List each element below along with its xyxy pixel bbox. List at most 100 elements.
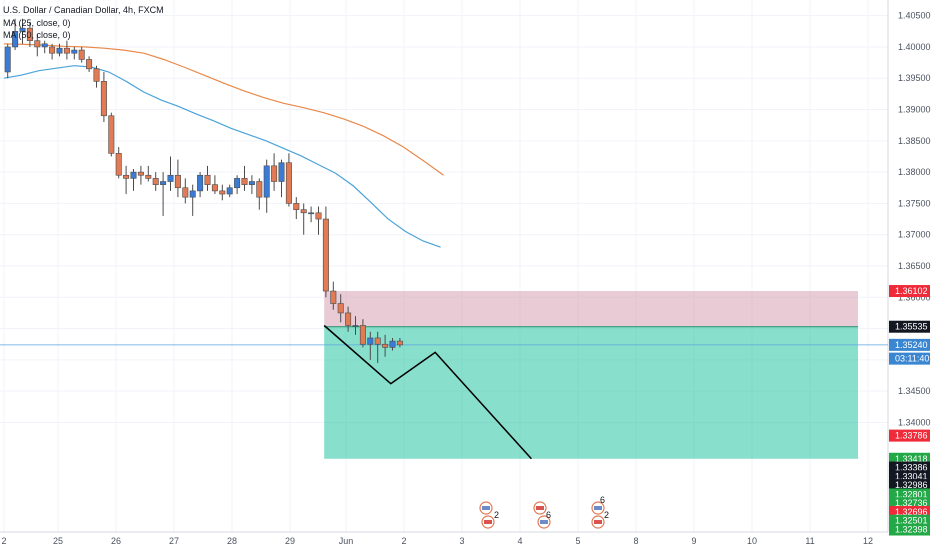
price-tick-label: 1.40000 [898, 42, 931, 52]
candle-body [315, 212, 322, 220]
candle-body [330, 290, 337, 304]
candle-body [204, 174, 211, 185]
candle-body [108, 115, 115, 154]
candle-body [100, 81, 107, 117]
candle [271, 153, 278, 191]
price-tag: 1.35535 [889, 320, 930, 333]
candle-body [352, 325, 359, 327]
event-flag-body [482, 506, 490, 510]
candle [226, 184, 233, 198]
candle [71, 46, 78, 60]
price-tick-label: 1.40500 [898, 11, 931, 21]
event-flag-body [594, 506, 602, 510]
candle-body [34, 40, 41, 48]
candle [396, 337, 403, 348]
calendar-event-icon [591, 501, 605, 515]
candle-body [241, 178, 248, 185]
candle [86, 56, 93, 72]
candle-body [145, 174, 152, 179]
candle [4, 43, 11, 79]
candle-body [174, 174, 181, 189]
calendar-event-icon [479, 501, 493, 515]
candle [204, 165, 211, 191]
event-count-label: 6 [546, 510, 551, 520]
candle [12, 18, 19, 51]
candle-body [49, 46, 56, 54]
price-tag-bg [889, 479, 930, 492]
calendar-event-icon [591, 515, 605, 529]
ma50-legend: MA (50, close, 0) [3, 30, 71, 40]
event-count-label: 2 [604, 510, 609, 520]
ma25-line [3, 43, 444, 176]
price-tick-label: 1.37500 [898, 198, 931, 208]
candle-body [234, 178, 241, 189]
candle [56, 43, 63, 57]
candle-body [278, 162, 285, 182]
take-profit-zone [324, 326, 858, 459]
ma25-legend: MA (25, close, 0) [3, 18, 71, 28]
price-tick-label: 1.36000 [898, 292, 931, 302]
candle-body [256, 181, 263, 198]
price-tick-label: 1.39500 [898, 73, 931, 83]
candle-body [300, 209, 307, 214]
price-tick-label: 1.34500 [898, 386, 931, 396]
time-tick-label: 5 [575, 536, 580, 546]
price-tag-bg [889, 352, 930, 365]
candle-body [189, 190, 196, 198]
time-tick-label: 2 [1, 536, 6, 546]
price-tag-label: 1.32501 [895, 516, 928, 526]
candle [115, 147, 122, 179]
price-tag-label: 1.32398 [895, 524, 928, 534]
time-tick-label: 12 [863, 536, 873, 546]
price-tag-bg [889, 285, 930, 298]
price-tag-label: 1.35240 [895, 340, 928, 350]
candle [211, 175, 218, 195]
candle-body [263, 165, 270, 198]
candle-body [167, 174, 174, 182]
price-tag-label: 1.33386 [895, 463, 928, 473]
time-tick-label: 29 [285, 536, 295, 546]
candle [182, 178, 189, 204]
candle [174, 159, 181, 198]
candle [19, 18, 26, 44]
candle [241, 165, 248, 191]
price-tick-label: 1.38000 [898, 167, 931, 177]
candle [337, 294, 344, 323]
time-tick-label: 8 [633, 536, 638, 546]
candle-body [293, 203, 300, 210]
candle-body [78, 49, 85, 60]
time-tick-label: 4 [517, 536, 522, 546]
candle [160, 172, 167, 216]
candle [34, 34, 41, 57]
calendar-event-icon [481, 515, 495, 529]
candle-body [374, 337, 381, 345]
price-tag-bg [889, 523, 930, 536]
candle-body [86, 59, 93, 70]
price-tag-label: 1.33041 [895, 471, 928, 481]
event-flag-body [540, 520, 548, 524]
price-tick-label: 1.39000 [898, 105, 931, 115]
candle-body [26, 27, 33, 41]
candle [330, 281, 337, 310]
candle-body [308, 212, 315, 215]
candle-body [130, 171, 137, 179]
candle [152, 172, 159, 191]
candle [63, 40, 70, 60]
event-count-label: 2 [494, 510, 499, 520]
candle-body [248, 181, 255, 185]
price-tag: 1.32986 [889, 479, 930, 492]
candle-body [197, 174, 204, 192]
candle [130, 168, 137, 191]
price-tag: 1.33786 [889, 429, 930, 442]
event-flag-body [594, 520, 602, 524]
candle-body [115, 153, 122, 176]
time-tick-label: 3 [459, 536, 464, 546]
candle [108, 112, 115, 157]
candle-body [63, 47, 70, 54]
candle [382, 334, 389, 357]
price-tag-label: 1.32736 [895, 498, 928, 508]
candle-body [219, 190, 226, 195]
candle [300, 203, 307, 235]
